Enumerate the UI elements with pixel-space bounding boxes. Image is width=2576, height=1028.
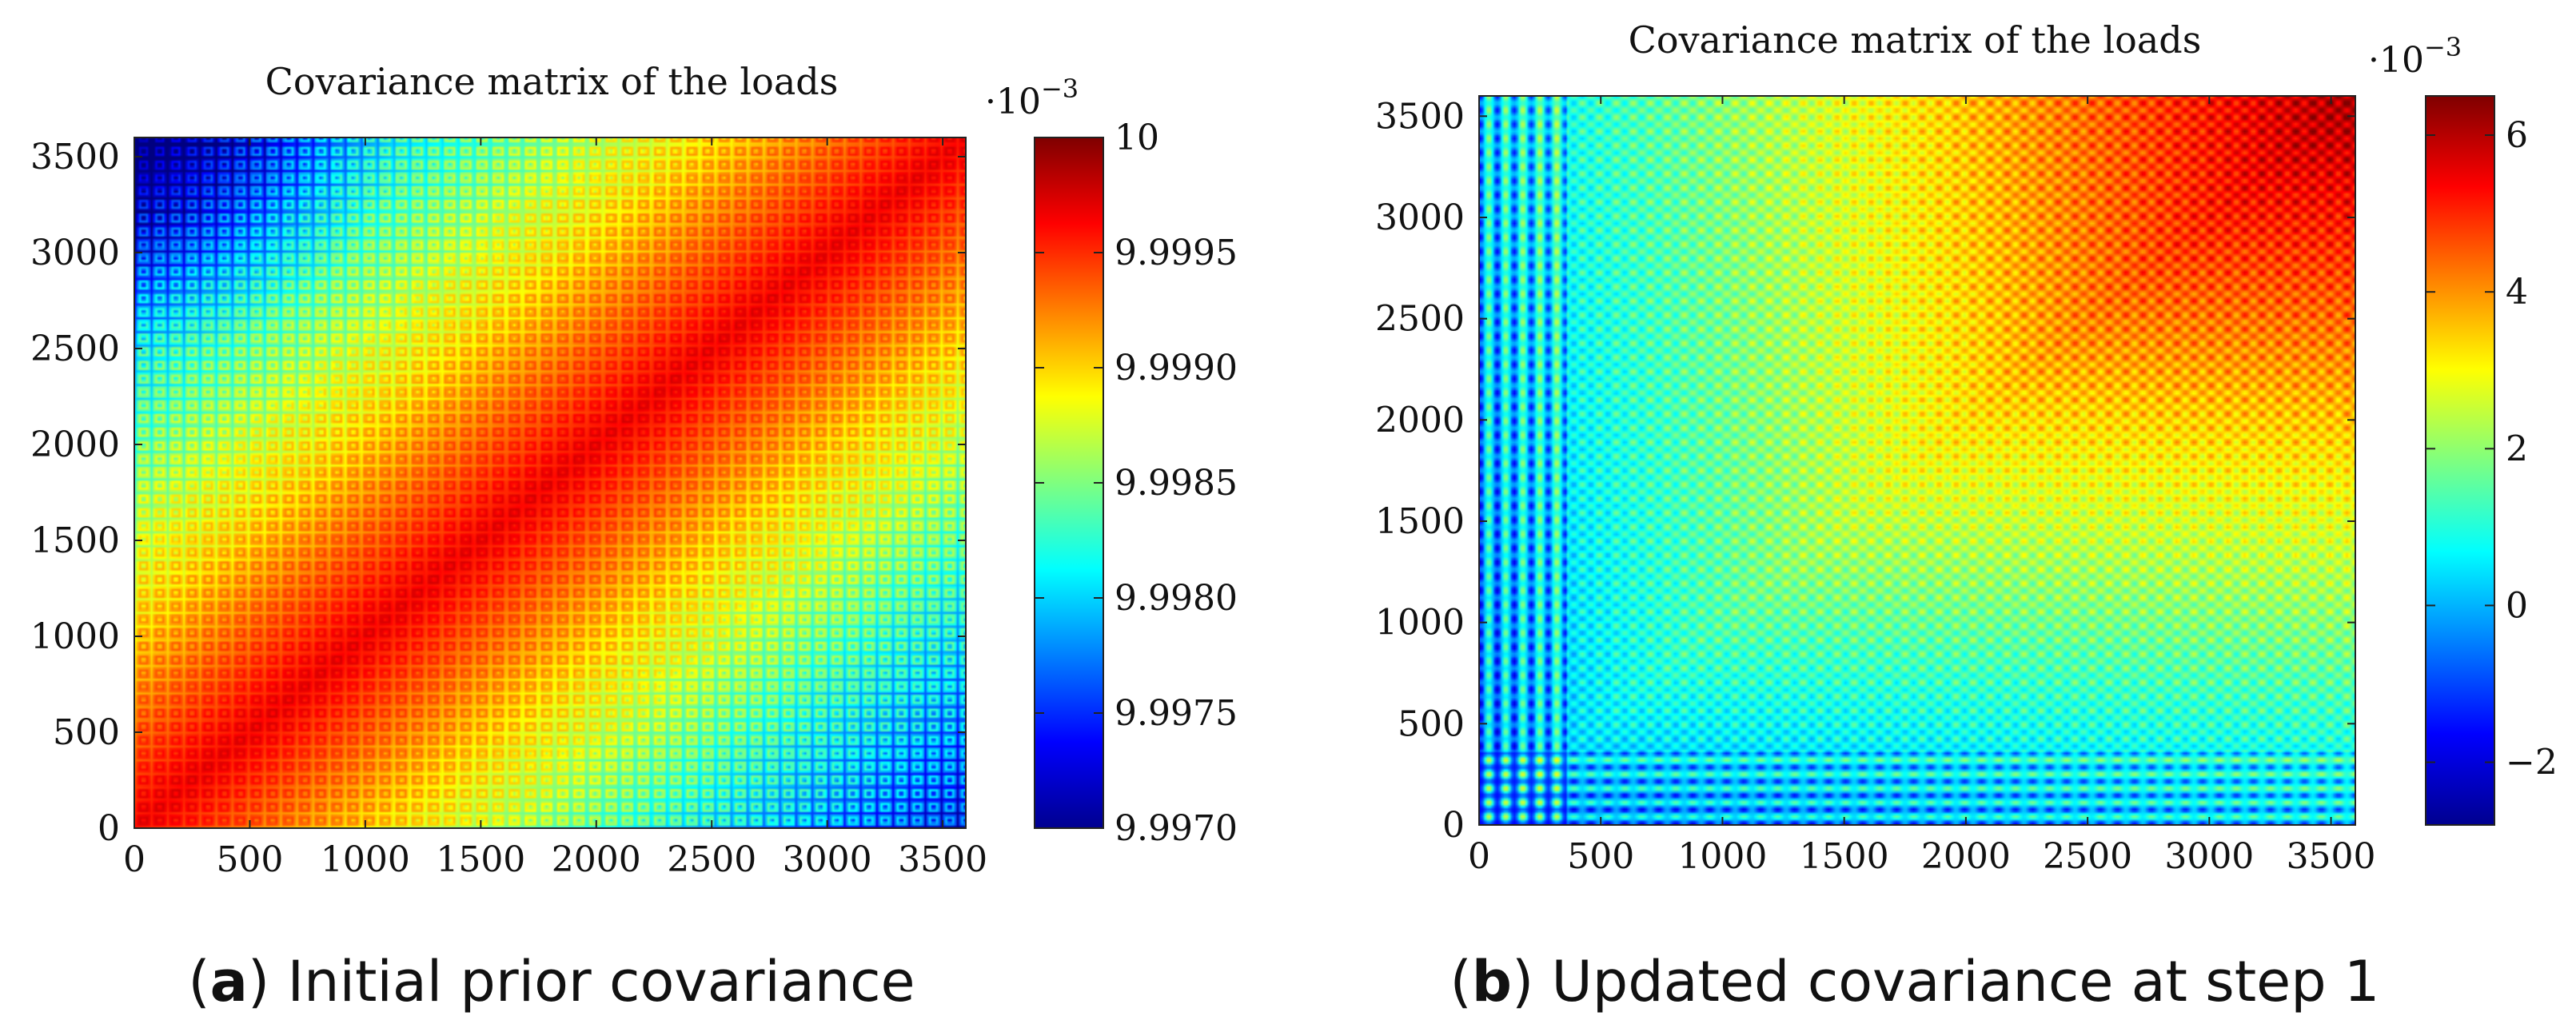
chart-a-colorbar-tick-label: 10 [1115, 118, 1159, 158]
chart-a-x-tick-label: 0 [123, 839, 146, 880]
chart-a-y-tick-label: 2500 [30, 329, 120, 369]
chart-a-colorbar-multiplier: ·10−3 [985, 74, 1079, 122]
chart-a-colorbar-tick-label: 9.9975 [1115, 693, 1238, 734]
chart-a-x-tick-label: 500 [216, 839, 283, 880]
chart-a-y-tick-label: 1000 [30, 616, 120, 657]
chart-a-y-axis: 0 500 1000 1500 2000 2500 3000 3500 [30, 137, 966, 849]
chart-b-colorbar-ticks: 6 4 2 0 −2 [2426, 115, 2558, 783]
chart-b-colorbar-tick-label: 6 [2506, 115, 2528, 156]
chart-b-y-tick-label: 3500 [1375, 96, 1465, 137]
chart-a-y-tick-label: 2000 [30, 424, 120, 465]
chart-b-y-tick-label: 1000 [1375, 603, 1465, 643]
chart-b-heatmap-image [1479, 96, 2355, 825]
chart-b-x-tick-label: 1000 [1677, 836, 1767, 877]
chart-a-x-tick-label: 2500 [667, 839, 756, 880]
chart-a-y-tick-label: 3000 [30, 233, 120, 273]
chart-a-plot-frame [134, 137, 967, 829]
chart-b-colorbar [2425, 95, 2495, 826]
chart-a-y-tick-label: 0 [98, 808, 120, 849]
chart-b-y-tick-label: 2500 [1375, 299, 1465, 340]
chart-a-caption: (a) Initial prior covariance [188, 949, 915, 1014]
chart-b-plot-frame [1478, 95, 2356, 826]
chart-b-x-tick-label: 2500 [2043, 836, 2132, 877]
chart-a-colorbar-tick-label: 9.9995 [1115, 233, 1238, 273]
chart-a-colorbar-ticks: 10 9.9995 9.9990 9.9985 9.9980 9.9975 9.9970 [1035, 118, 1238, 849]
chart-a-colorbar-tick-label: 9.9985 [1115, 463, 1238, 504]
chart-b-y-tick-label: 3000 [1375, 197, 1465, 238]
chart-a-x-axis: 0 500 1000 1500 2000 2500 3000 3500 [123, 137, 987, 880]
chart-a-colorbar [1034, 137, 1104, 829]
chart-a-x-tick-label: 3000 [783, 839, 872, 880]
chart-a-x-tick-label: 1500 [436, 839, 525, 880]
chart-b-y-tick-label: 0 [1442, 805, 1465, 846]
chart-b-colorbar-tick-label: 2 [2506, 428, 2528, 469]
chart-a-title: Covariance matrix of the loads [265, 60, 839, 103]
chart-a: Covariance matrix of the loads 0 500 1000 1… [30, 60, 1238, 1014]
chart-b-x-tick-label: 2000 [1921, 836, 2011, 877]
chart-b-colorbar-multiplier: ·10−3 [2368, 32, 2462, 81]
chart-a-x-tick-label: 2000 [552, 839, 641, 880]
chart-a-x-tick-label: 1000 [321, 839, 410, 880]
chart-b-colorbar-tick-label: −2 [2506, 743, 2558, 783]
chart-a-y-tick-label: 3500 [30, 137, 120, 177]
chart-b: Covariance matrix of the loads 0 500 1000 1… [1375, 18, 2558, 1014]
chart-b-x-tick-label: 1500 [1800, 836, 1889, 877]
chart-a-heatmap-image [134, 137, 966, 828]
chart-b-x-tick-label: 0 [1468, 836, 1490, 877]
chart-b-x-tick-label: 500 [1567, 836, 1634, 877]
chart-a-y-tick-label: 1500 [30, 520, 120, 561]
chart-b-x-tick-label: 3500 [2287, 836, 2376, 877]
chart-a-colorbar-tick-label: 9.9990 [1115, 348, 1238, 388]
chart-a-colorbar-tick-label: 9.9970 [1115, 808, 1238, 849]
chart-a-x-tick-label: 3500 [898, 839, 987, 880]
chart-a-colorbar-tick-label: 9.9980 [1115, 578, 1238, 619]
chart-a-caption-text: Initial prior covariance [269, 949, 915, 1014]
chart-b-colorbar-tick-label: 4 [2506, 272, 2528, 313]
chart-b-x-axis: 0 500 1000 1500 2000 2500 3000 3500 [1468, 96, 2376, 877]
chart-b-title: Covariance matrix of the loads [1629, 18, 2202, 62]
chart-b-caption: (b) Updated covariance at step 1 [1450, 949, 2380, 1014]
chart-a-y-tick-label: 500 [53, 712, 120, 753]
chart-b-colorbar-tick-label: 0 [2506, 585, 2528, 626]
chart-a-caption-tag: a [210, 949, 248, 1014]
chart-b-y-tick-label: 1500 [1375, 501, 1465, 542]
chart-b-y-axis: 0 500 1000 1500 2000 2500 3000 3500 [1375, 96, 2355, 846]
chart-b-caption-tag: b [1472, 949, 1512, 1014]
chart-b-x-tick-label: 3000 [2164, 836, 2254, 877]
chart-b-y-tick-label: 500 [1398, 703, 1465, 744]
chart-b-y-tick-label: 2000 [1375, 400, 1465, 440]
chart-b-caption-text: Updated covariance at step 1 [1533, 949, 2379, 1014]
